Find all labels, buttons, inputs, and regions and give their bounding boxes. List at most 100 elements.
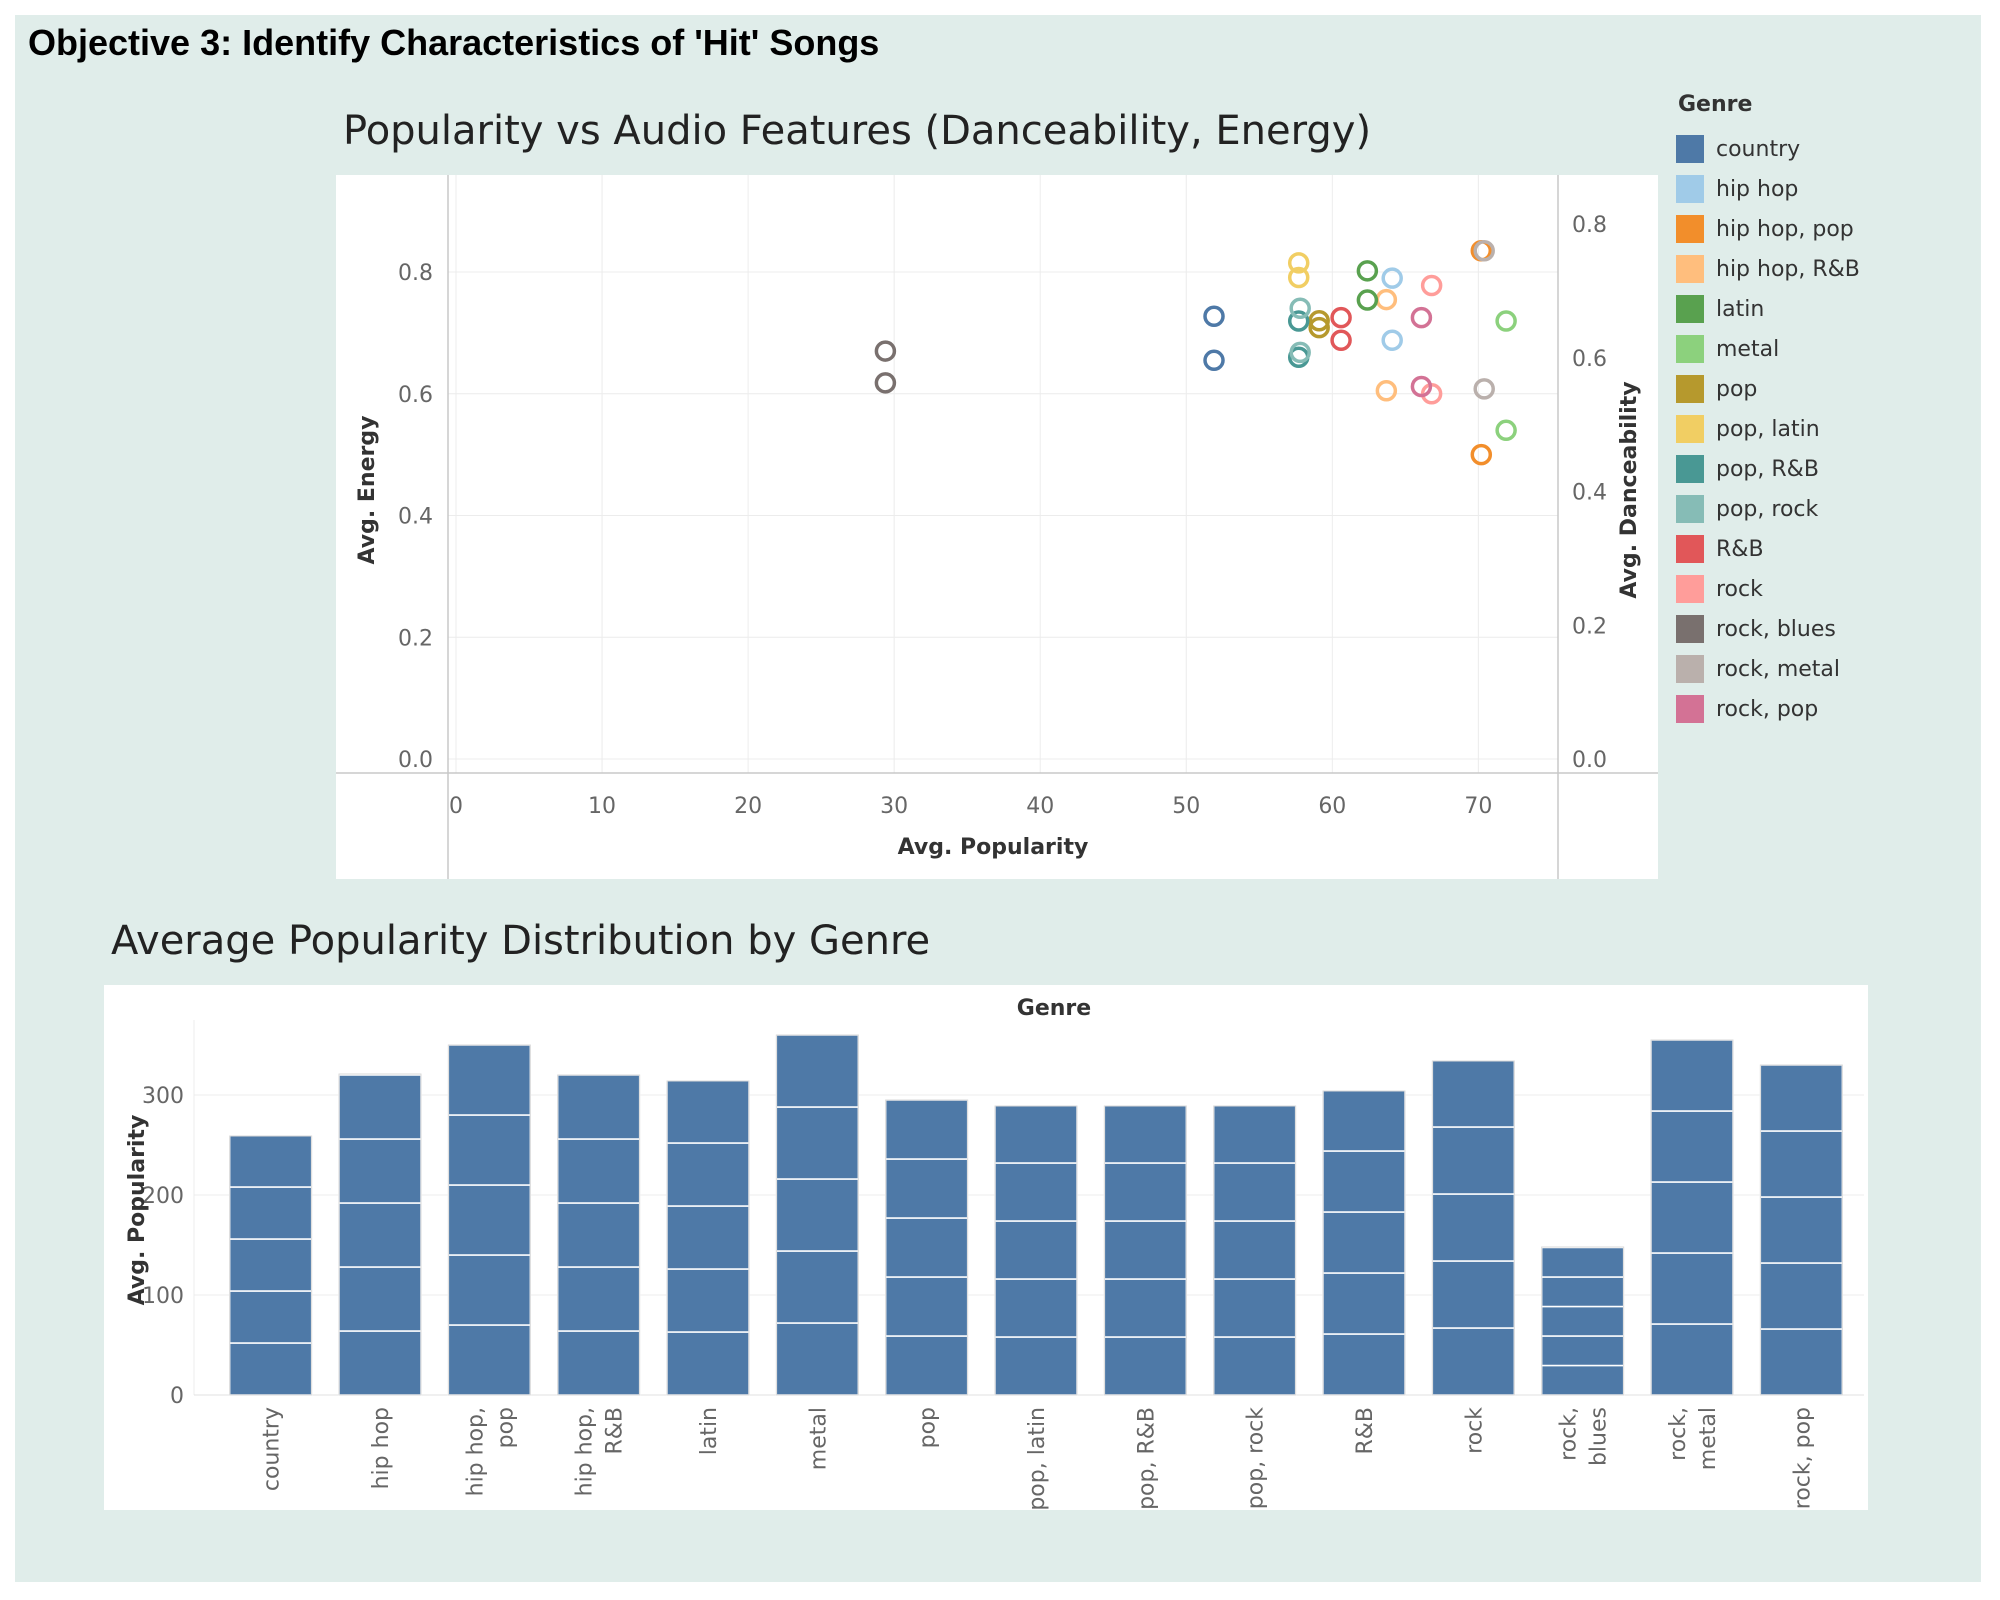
legend-item-hip-hop[interactable]: hip hop	[1676, 169, 1926, 209]
legend-item-rock-pop[interactable]: rock, pop	[1676, 689, 1926, 729]
bar-segment[interactable]	[228, 1238, 313, 1292]
bar-segment[interactable]	[666, 1079, 750, 1144]
bar-segment[interactable]	[1431, 1126, 1516, 1195]
point-energy-country[interactable]	[1203, 349, 1225, 372]
bar-segment[interactable]	[228, 1134, 313, 1188]
bar-segment[interactable]	[994, 1162, 1078, 1222]
bar-segment[interactable]	[338, 1202, 422, 1268]
bar-segment[interactable]	[666, 1142, 750, 1207]
bar-segment[interactable]	[775, 1322, 860, 1396]
point-danceability-country[interactable]	[1203, 305, 1225, 328]
bar-segment[interactable]	[884, 1335, 969, 1396]
bar-segment[interactable]	[1103, 1336, 1188, 1396]
legend-item-pop[interactable]: pop	[1676, 369, 1926, 409]
bar-segment[interactable]	[556, 1266, 641, 1332]
legend-item-metal[interactable]: metal	[1676, 329, 1926, 369]
bar-segment[interactable]	[1212, 1220, 1297, 1280]
bar-country[interactable]	[228, 1134, 313, 1396]
bar-segment[interactable]	[775, 1178, 860, 1252]
bar-segment[interactable]	[1431, 1193, 1516, 1262]
point-danceability-latin[interactable]	[1356, 260, 1379, 282]
point-danceability-pop-latin[interactable]	[1287, 266, 1310, 289]
bar-segment[interactable]	[1212, 1162, 1297, 1222]
bar-segment[interactable]	[884, 1099, 969, 1160]
bar-rock-blues[interactable]	[1540, 1246, 1625, 1396]
bar-segment[interactable]	[994, 1220, 1078, 1280]
legend-item-pop-latin[interactable]: pop, latin	[1676, 409, 1926, 449]
bar-segment[interactable]	[1650, 1181, 1734, 1254]
bar-segment[interactable]	[1540, 1364, 1625, 1396]
bar-segment[interactable]	[1540, 1276, 1625, 1308]
bar-segment[interactable]	[1650, 1323, 1734, 1396]
bar-segment[interactable]	[884, 1217, 969, 1278]
legend-item-pop-randb[interactable]: pop, R&B	[1676, 449, 1926, 489]
bar-randb[interactable]	[1322, 1089, 1406, 1396]
point-energy-pop-latin[interactable]	[1287, 252, 1310, 274]
point-energy-metal[interactable]	[1495, 419, 1517, 442]
bar-segment[interactable]	[994, 1278, 1078, 1338]
bar-segment[interactable]	[994, 1104, 1078, 1164]
bar-segment[interactable]	[338, 1138, 422, 1204]
bar-latin[interactable]	[666, 1079, 750, 1396]
bar-segment[interactable]	[556, 1330, 641, 1396]
point-energy-hip-hop[interactable]	[1381, 329, 1403, 351]
point-danceability-rock-blues[interactable]	[874, 340, 897, 362]
bar-segment[interactable]	[1212, 1336, 1297, 1396]
point-danceability-pop-rock[interactable]	[1289, 297, 1311, 320]
point-energy-pop[interactable]	[1308, 309, 1330, 332]
bar-segment[interactable]	[775, 1250, 860, 1324]
bar-segment[interactable]	[1540, 1335, 1625, 1367]
point-danceability-rock[interactable]	[1420, 274, 1443, 297]
point-energy-latin[interactable]	[1356, 289, 1379, 311]
bar-segment[interactable]	[1650, 1039, 1734, 1112]
bar-segment[interactable]	[1212, 1104, 1297, 1164]
bar-segment[interactable]	[338, 1074, 422, 1140]
bar-hip-hop-randb[interactable]	[556, 1074, 641, 1396]
bar-segment[interactable]	[775, 1106, 860, 1180]
point-energy-randb[interactable]	[1330, 329, 1352, 351]
bar-segment[interactable]	[338, 1330, 422, 1396]
bar-segment[interactable]	[666, 1331, 750, 1396]
bar-segment[interactable]	[228, 1342, 313, 1396]
bar-segment[interactable]	[1103, 1278, 1188, 1338]
legend-item-rock[interactable]: rock	[1676, 569, 1926, 609]
bar-segment[interactable]	[1759, 1262, 1844, 1330]
point-danceability-pop[interactable]	[1308, 316, 1330, 339]
point-energy-pop-rock[interactable]	[1289, 341, 1311, 364]
bar-segment[interactable]	[666, 1205, 750, 1270]
point-danceability-pop-randb[interactable]	[1287, 310, 1310, 332]
bar-segment[interactable]	[447, 1114, 532, 1186]
bar-pop-rock[interactable]	[1212, 1104, 1297, 1396]
bar-pop[interactable]	[884, 1099, 969, 1396]
bar-pop-latin[interactable]	[994, 1104, 1078, 1396]
legend-item-hip-hop-pop[interactable]: hip hop, pop	[1676, 209, 1926, 249]
bar-metal[interactable]	[775, 1034, 860, 1396]
bar-segment[interactable]	[1759, 1196, 1844, 1264]
bar-segment[interactable]	[447, 1184, 532, 1256]
bar-segment[interactable]	[556, 1074, 641, 1140]
bar-segment[interactable]	[1650, 1252, 1734, 1325]
bar-segment[interactable]	[1322, 1150, 1406, 1213]
bar-segment[interactable]	[666, 1268, 750, 1333]
bar-hip-hop[interactable]	[338, 1073, 422, 1396]
bar-segment[interactable]	[1103, 1220, 1188, 1280]
point-danceability-hip-hop-randb[interactable]	[1375, 288, 1398, 311]
point-danceability-randb[interactable]	[1330, 306, 1352, 329]
bar-segment[interactable]	[994, 1336, 1078, 1396]
bar-segment[interactable]	[447, 1324, 532, 1396]
bar-segment[interactable]	[1650, 1110, 1734, 1183]
bar-segment[interactable]	[1540, 1305, 1625, 1337]
bar-segment[interactable]	[447, 1254, 532, 1326]
bar-segment[interactable]	[1322, 1089, 1406, 1152]
bar-pop-randb[interactable]	[1103, 1104, 1188, 1396]
legend-item-rock-blues[interactable]: rock, blues	[1676, 609, 1926, 649]
point-energy-rock-pop[interactable]	[1410, 375, 1433, 398]
bar-segment[interactable]	[884, 1158, 969, 1219]
bar-segment[interactable]	[1431, 1327, 1516, 1396]
bar-segment[interactable]	[338, 1266, 422, 1332]
point-danceability-rock-pop[interactable]	[1410, 306, 1433, 329]
bar-segment[interactable]	[228, 1186, 313, 1240]
bar-segment[interactable]	[1322, 1333, 1406, 1396]
bar-segment[interactable]	[1103, 1162, 1188, 1222]
legend-item-hip-hop-randb[interactable]: hip hop, R&B	[1676, 249, 1926, 289]
